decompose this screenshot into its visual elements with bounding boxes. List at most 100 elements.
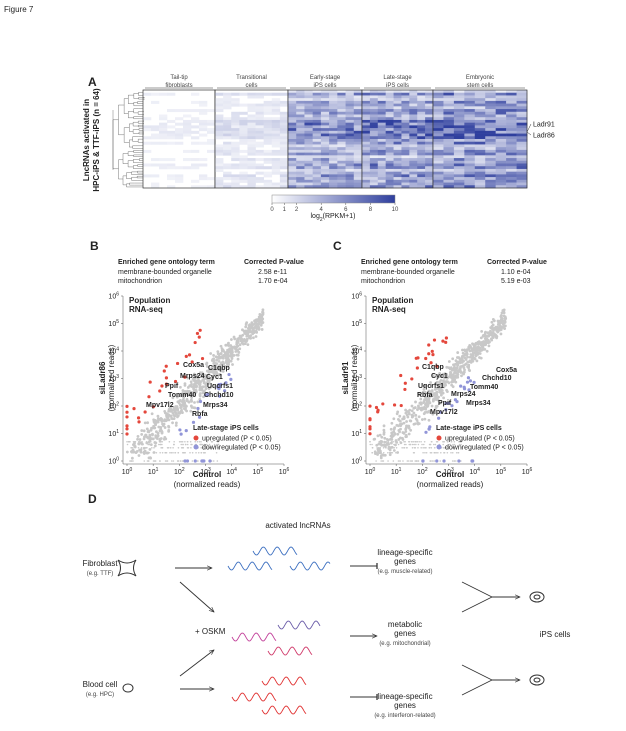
heatmap-cell: [385, 147, 394, 151]
heatmap-cell: [401, 103, 410, 107]
background-point: [245, 337, 249, 341]
heatmap-cell: [425, 171, 434, 175]
heatmap-cell: [345, 133, 355, 137]
background-point: [233, 345, 236, 349]
heatmap-cell: [288, 133, 297, 137]
heatmap-cell: [255, 166, 264, 170]
heatmap-cell: [385, 95, 394, 99]
heatmap-cell: [464, 155, 476, 159]
heatmap-cell: [288, 136, 297, 140]
heatmap-cell: [385, 179, 394, 183]
heatmap-cell: [433, 171, 444, 175]
heatmap-cell: [239, 158, 248, 162]
heatmap-cell: [304, 174, 313, 178]
heatmap-cell: [401, 100, 410, 104]
heatmap-cell: [345, 163, 355, 167]
background-point: [459, 365, 463, 368]
heatmap-cell: [409, 168, 418, 172]
background-point: [468, 359, 472, 363]
heatmap-cell: [474, 158, 486, 162]
lncrna-squiggle: [227, 561, 273, 571]
heatmap-cell: [425, 177, 434, 181]
background-point: [416, 440, 419, 443]
heatmap-cell: [495, 100, 507, 104]
heatmap-cell: [329, 177, 338, 181]
downregulated-point: [218, 394, 222, 398]
heatmap-cell: [453, 136, 465, 140]
background-point: [161, 443, 163, 446]
heatmap-cell: [312, 106, 322, 110]
background-point: [189, 451, 191, 454]
background-point: [460, 443, 462, 446]
heatmap-cell: [167, 158, 176, 162]
heatmap-cell: [377, 92, 386, 96]
background-point: [459, 369, 463, 373]
heatmap-cell: [385, 114, 394, 118]
heatmap-cell: [263, 182, 273, 186]
heatmap-cell: [385, 158, 394, 162]
heatmap-cell: [495, 144, 507, 148]
heatmap-cell: [495, 168, 507, 172]
heatmap-cell: [369, 114, 379, 118]
background-point: [125, 450, 129, 454]
heatmap-cell: [443, 171, 455, 175]
heatmap-cell: [516, 139, 528, 143]
heatmap-cell: [453, 114, 465, 118]
background-point: [439, 393, 443, 397]
heatmap-cell: [207, 122, 216, 126]
tick-exponent: 6: [287, 467, 290, 473]
background-point: [443, 376, 447, 380]
figure-label: Figure 7: [4, 5, 34, 14]
heatmap-cell: [312, 103, 322, 107]
background-point: [470, 349, 474, 353]
tick-base: 10: [108, 349, 116, 356]
heatmap-cell: [401, 109, 410, 113]
y-label: (normalized reads): [107, 344, 116, 411]
background-point: [202, 447, 205, 449]
heatmap-cell: [255, 128, 264, 132]
upregulated-point: [200, 356, 205, 361]
heatmap-cell: [207, 130, 216, 134]
heatmap-cell: [215, 163, 224, 167]
heatmap-cell: [369, 171, 379, 175]
background-point: [140, 429, 144, 432]
upregulated-point: [187, 353, 192, 357]
heatmap-cell: [345, 130, 355, 134]
heatmap-cell: [207, 149, 216, 153]
heatmap-cell: [263, 109, 273, 113]
background-point: [232, 335, 236, 339]
heatmap-cell: [215, 133, 224, 137]
heatmap-cell: [485, 160, 496, 164]
heatmap-cell: [474, 147, 486, 151]
background-point: [220, 347, 224, 351]
heatmap-cell: [345, 109, 355, 113]
heatmap-cell: [255, 117, 264, 121]
background-point: [195, 374, 199, 378]
heatmap-cell: [223, 174, 232, 178]
background-point: [455, 356, 459, 359]
heatmap-cell: [443, 168, 455, 172]
heatmap-cell: [247, 122, 256, 126]
heatmap-cell: [516, 160, 528, 164]
upregulated-point: [125, 415, 129, 419]
background-point: [425, 451, 428, 454]
background-point: [211, 374, 214, 378]
heatmap-cell: [377, 122, 386, 126]
heatmap-cell: [443, 182, 455, 186]
background-point: [499, 332, 503, 336]
tick-exponent: 1: [116, 429, 119, 435]
heatmap-cell: [167, 92, 176, 96]
heatmap-cell: [453, 144, 465, 148]
panel-label: A: [88, 75, 97, 89]
heatmap-cell: [433, 95, 444, 99]
heatmap-cell: [320, 139, 330, 143]
heatmap-cell: [474, 111, 486, 115]
background-point: [173, 440, 175, 443]
heatmap-cell: [369, 119, 379, 123]
heatmap-cell: [263, 111, 273, 115]
background-point: [427, 409, 431, 413]
tick-base: 10: [469, 469, 477, 476]
heatmap-cell: [485, 133, 496, 137]
table-header: Enriched gene ontology term: [118, 259, 215, 266]
